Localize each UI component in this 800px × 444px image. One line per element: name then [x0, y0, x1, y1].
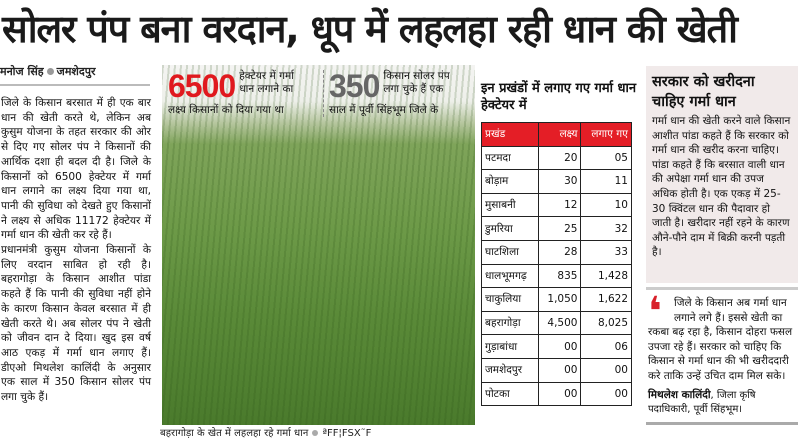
quote-box: ❛ जिले के किसान अब गर्मा धान लगाने लगे ह… — [646, 290, 798, 384]
target-value: 1,050 — [537, 287, 582, 312]
sidebar-title: सरकार को खरीदना चाहिए गर्मा धान — [652, 74, 755, 110]
planted-value: 1,428 — [580, 263, 632, 289]
right-column: सरकार को खरीदना चाहिए गर्मा धान गर्मा धा… — [646, 66, 798, 425]
quote-text: जिले के किसान अब गर्मा धान लगाने लगे हैं… — [648, 297, 793, 382]
block-name: घाटशिला — [481, 239, 539, 265]
stat-text: हेक्टेयर में गर्मा — [239, 70, 295, 82]
target-value: 4,500 — [537, 310, 582, 336]
planted-value: 00 — [580, 381, 632, 407]
planted-value: 10 — [580, 192, 632, 218]
stat-block: 350 किसान सोलर पंप लगा चुके हैं एक साल म… — [323, 70, 472, 117]
col-header: लगाए गए — [580, 122, 632, 147]
table-row: बोड़ाम 30 11 — [481, 169, 632, 194]
table-row: धालभूमगढ़ 835 1,428 — [481, 263, 632, 289]
target-value: 25 — [537, 216, 582, 241]
stat-text: साल में पूर्वी सिंहभूम जिले के — [329, 104, 439, 116]
stat-text: लगा चुके हैं एक — [383, 83, 444, 95]
table-row: घाटशिला 28 33 — [481, 239, 632, 265]
table-header-row: प्रखंड लक्ष्य लगाए गए — [481, 122, 632, 147]
table-row: मुसाबनी 12 10 — [481, 192, 632, 218]
planted-value: 32 — [580, 216, 632, 241]
block-name: बहरागोड़ा — [481, 310, 539, 336]
block-name: डुमरिया — [481, 216, 539, 241]
stat-text: धान लगाने का — [239, 83, 294, 95]
table-row: चाकुलिया 1,050 1,622 — [481, 287, 632, 312]
sidebar-text: गर्मा धान की खेती करने वाले किसान आशीत प… — [652, 115, 791, 259]
byline: मनोज सिंह जमशेदपुर — [0, 64, 95, 79]
divider — [646, 287, 798, 290]
target-value: 20 — [537, 145, 582, 171]
block-table: प्रखंड लक्ष्य लगाए गए पटमदा 20 05 बोड़ाम 30 1… — [481, 122, 632, 407]
block-name: जमशेदपुर — [481, 357, 539, 383]
target-value: 00 — [537, 381, 582, 407]
block-name: मुसाबनी — [481, 192, 539, 218]
byline-author: मनोज सिंह — [0, 65, 44, 78]
divider — [0, 84, 150, 86]
table-row: डुमरिया 25 32 — [481, 216, 632, 241]
target-value: 00 — [537, 357, 582, 383]
article-body: जिले के किसान बरसात में ही एक बार धान की… — [1, 96, 151, 405]
sidebar-box: सरकार को खरीदना चाहिए गर्मा धान गर्मा धा… — [646, 66, 798, 283]
caption-text: बहरागोड़ा के खेत में लहलहा रहे गर्मा धान — [160, 428, 309, 439]
paragraph: जिले के किसान बरसात में ही एक बार धान की… — [1, 97, 151, 242]
paragraph: प्रधानमंत्री कुसुम योजना किसानों के लिए … — [1, 244, 151, 404]
planted-value: 11 — [580, 169, 632, 194]
photo-caption: बहरागोड़ा के खेत में लहलहा रहे गर्मा धान… — [160, 425, 371, 439]
table-row: बहरागोड़ा 4,500 8,025 — [481, 310, 632, 336]
block-name: पटमदा — [481, 145, 539, 171]
quote-author: मिथलेश कालिंदी — [648, 388, 711, 401]
stat-text: किसान सोलर पंप — [383, 70, 450, 82]
table-row: गुड़ाबांधा 00 06 — [481, 334, 632, 359]
stat-number: 350 — [329, 68, 380, 104]
block-name: गुड़ाबांधा — [481, 334, 539, 359]
target-value: 12 — [537, 192, 582, 218]
planted-value: 06 — [580, 334, 632, 359]
table-title: इन प्रखंडों में लगाए गए गर्मा धान हेक्टे… — [481, 81, 637, 113]
stats-banner: 6500 हेक्टेयर में गर्मा धान लगाने का लक्… — [168, 70, 472, 117]
block-name: चाकुलिया — [481, 287, 539, 312]
table-row: पोटका 00 00 — [481, 381, 632, 407]
table-row: जमशेदपुर 00 00 — [481, 357, 632, 383]
quote-designation: , जिला कृषि पदाधिकारी, पूर्वी सिंहभूम। — [648, 389, 756, 416]
block-name: बोड़ाम — [481, 169, 539, 194]
target-value: 28 — [537, 239, 582, 265]
divider — [646, 421, 798, 425]
col-header: लक्ष्य — [537, 122, 582, 147]
stat-text: लक्ष्य किसानों को दिया गया था — [168, 104, 284, 116]
target-value: 835 — [537, 263, 582, 289]
quote-mark-icon: ❛ — [648, 289, 662, 335]
planted-value: 1,622 — [580, 287, 632, 312]
target-value: 00 — [537, 334, 582, 359]
planted-value: 00 — [580, 357, 632, 383]
target-value: 30 — [537, 169, 582, 194]
stat-block: 6500 हेक्टेयर में गर्मा धान लगाने का लक्… — [168, 70, 317, 117]
col-header: प्रखंड — [481, 122, 539, 147]
block-name: पोटका — [481, 381, 539, 407]
table-row: पटमदा 20 05 — [481, 145, 632, 171]
photo-credit: ªFF¦FSX˜F — [322, 428, 372, 439]
bullet-icon — [46, 68, 54, 75]
rice-field-photo — [162, 65, 475, 425]
headline: सोलर पंप बना वरदान, धूप में लहलहा रही धा… — [2, 7, 738, 51]
bullet-icon — [312, 430, 319, 436]
stat-number: 6500 — [168, 68, 236, 104]
planted-value: 05 — [580, 145, 632, 171]
byline-place: जमशेदपुर — [56, 65, 96, 78]
block-name: धालभूमगढ़ — [481, 263, 539, 289]
planted-value: 33 — [580, 239, 632, 265]
quote-attribution: मिथलेश कालिंदी, जिला कृषि पदाधिकारी, पूर… — [646, 384, 798, 418]
planted-value: 8,025 — [580, 310, 632, 336]
